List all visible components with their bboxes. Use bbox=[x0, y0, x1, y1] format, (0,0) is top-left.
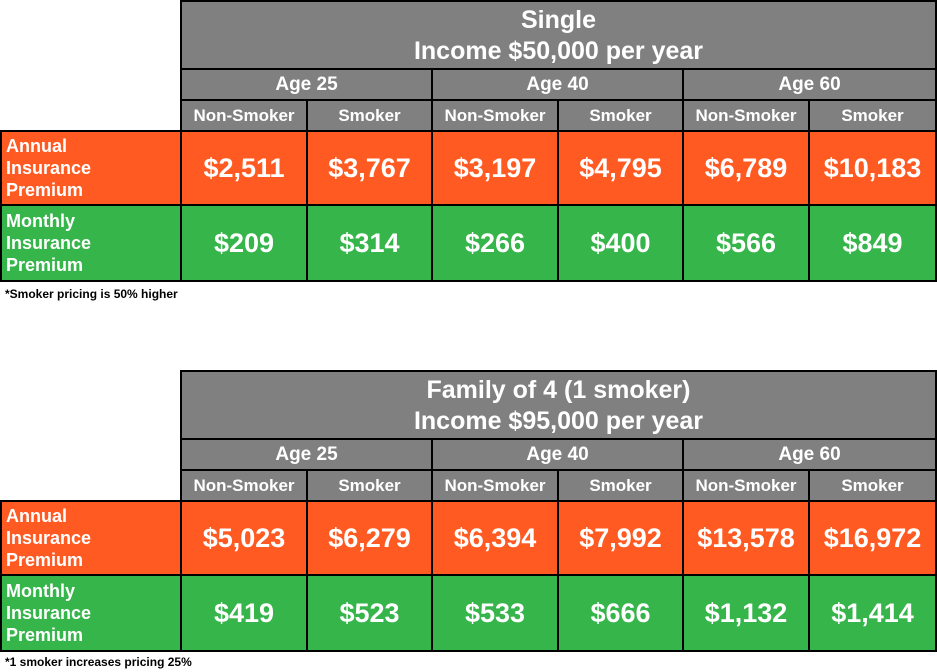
annual-age25-non-smoker: $5,023 bbox=[180, 500, 308, 576]
subheader-smoker: Smoker bbox=[808, 469, 937, 502]
row-label-line: Monthly bbox=[6, 211, 75, 231]
monthly-age60-non-smoker: $566 bbox=[682, 204, 810, 282]
corner-blank bbox=[1, 371, 181, 439]
subheader-non-smoker: Non-Smoker bbox=[431, 99, 559, 132]
family-pricing-table: Family of 4 (1 smoker) Income $95,000 pe… bbox=[0, 370, 937, 652]
annual-age60-smoker: $16,972 bbox=[808, 500, 937, 576]
monthly-age40-smoker: $400 bbox=[557, 204, 684, 282]
age-header-25: Age 25 bbox=[180, 68, 433, 101]
annual-age25-smoker: $3,767 bbox=[306, 130, 433, 206]
annual-age40-non-smoker: $3,197 bbox=[431, 130, 559, 206]
subheader-non-smoker: Non-Smoker bbox=[180, 99, 308, 132]
age-header-40: Age 40 bbox=[431, 68, 684, 101]
row-label-line: Annual bbox=[6, 136, 67, 156]
age-header-40: Age 40 bbox=[431, 438, 684, 471]
annual-age40-smoker: $7,992 bbox=[557, 500, 684, 576]
row-label-annual: Annual Insurance Premium bbox=[0, 130, 182, 206]
annual-age40-non-smoker: $6,394 bbox=[431, 500, 559, 576]
row-label-annual: Annual Insurance Premium bbox=[0, 500, 182, 576]
subheader-non-smoker: Non-Smoker bbox=[682, 99, 810, 132]
row-label-line: Premium bbox=[6, 550, 84, 570]
corner-blank bbox=[1, 470, 181, 501]
row-label-monthly: Monthly Insurance Premium bbox=[0, 574, 182, 652]
annual-age40-smoker: $4,795 bbox=[557, 130, 684, 206]
monthly-age60-smoker: $1,414 bbox=[808, 574, 937, 652]
footnote: *Smoker pricing is 50% higher bbox=[5, 287, 178, 301]
age-header-60: Age 60 bbox=[682, 68, 937, 101]
corner-blank bbox=[1, 439, 181, 470]
monthly-age40-non-smoker: $533 bbox=[431, 574, 559, 652]
subheader-smoker: Smoker bbox=[557, 469, 684, 502]
subheader-non-smoker: Non-Smoker bbox=[682, 469, 810, 502]
row-label-line: Monthly bbox=[6, 581, 75, 601]
annual-age60-non-smoker: $6,789 bbox=[682, 130, 810, 206]
table-title: Single Income $50,000 per year bbox=[180, 0, 937, 70]
corner-blank bbox=[1, 69, 181, 100]
footnote: *1 smoker increases pricing 25% bbox=[5, 655, 192, 669]
row-label-line: Premium bbox=[6, 180, 84, 200]
corner-blank bbox=[1, 1, 181, 69]
annual-age60-smoker: $10,183 bbox=[808, 130, 937, 206]
monthly-age25-non-smoker: $419 bbox=[180, 574, 308, 652]
row-label-line: Premium bbox=[6, 255, 84, 275]
subheader-smoker: Smoker bbox=[306, 469, 433, 502]
subheader-non-smoker: Non-Smoker bbox=[180, 469, 308, 502]
subheader-non-smoker: Non-Smoker bbox=[431, 469, 559, 502]
monthly-age60-non-smoker: $1,132 bbox=[682, 574, 810, 652]
age-header-60: Age 60 bbox=[682, 438, 937, 471]
single-pricing-table: Single Income $50,000 per year Age 25 Ag… bbox=[0, 0, 937, 282]
row-label-line: Annual bbox=[6, 506, 67, 526]
row-label-line: Premium bbox=[6, 625, 84, 645]
row-label-line: Insurance bbox=[6, 603, 92, 623]
monthly-age25-smoker: $314 bbox=[306, 204, 433, 282]
monthly-age40-non-smoker: $266 bbox=[431, 204, 559, 282]
age-header-25: Age 25 bbox=[180, 438, 433, 471]
subheader-smoker: Smoker bbox=[306, 99, 433, 132]
annual-age25-smoker: $6,279 bbox=[306, 500, 433, 576]
row-label-line: Insurance bbox=[6, 233, 92, 253]
monthly-age40-smoker: $666 bbox=[557, 574, 684, 652]
corner-blank bbox=[1, 100, 181, 131]
subheader-smoker: Smoker bbox=[557, 99, 684, 132]
title-line-2: Income $50,000 per year bbox=[413, 37, 704, 65]
row-label-line: Insurance bbox=[6, 528, 92, 548]
table-title: Family of 4 (1 smoker) Income $95,000 pe… bbox=[180, 370, 937, 440]
annual-age60-non-smoker: $13,578 bbox=[682, 500, 810, 576]
row-label-monthly: Monthly Insurance Premium bbox=[0, 204, 182, 282]
monthly-age60-smoker: $849 bbox=[808, 204, 937, 282]
title-line-2: Income $95,000 per year bbox=[413, 407, 704, 435]
annual-age25-non-smoker: $2,511 bbox=[180, 130, 308, 206]
monthly-age25-smoker: $523 bbox=[306, 574, 433, 652]
monthly-age25-non-smoker: $209 bbox=[180, 204, 308, 282]
title-line-1: Single bbox=[520, 6, 596, 34]
row-label-line: Insurance bbox=[6, 158, 92, 178]
title-line-1: Family of 4 (1 smoker) bbox=[426, 376, 691, 404]
subheader-smoker: Smoker bbox=[808, 99, 937, 132]
